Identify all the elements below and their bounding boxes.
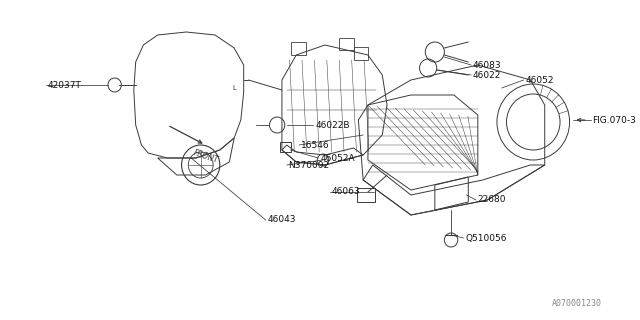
Text: 46052: 46052 bbox=[525, 76, 554, 84]
Text: FIG.070-3: FIG.070-3 bbox=[593, 116, 636, 124]
Text: 46022: 46022 bbox=[473, 70, 501, 79]
Text: N370002: N370002 bbox=[289, 161, 330, 170]
Text: 46052A: 46052A bbox=[320, 154, 355, 163]
Text: Q510056: Q510056 bbox=[465, 234, 507, 243]
Text: 46063: 46063 bbox=[332, 188, 360, 196]
Text: FRONT: FRONT bbox=[192, 148, 220, 164]
Text: A070001230: A070001230 bbox=[552, 299, 602, 308]
Text: 42037T: 42037T bbox=[48, 81, 82, 90]
Text: 16546: 16546 bbox=[301, 140, 330, 149]
Text: 46022B: 46022B bbox=[316, 121, 350, 130]
Text: 22680: 22680 bbox=[478, 196, 506, 204]
Text: 46083: 46083 bbox=[473, 60, 502, 69]
Text: 46043: 46043 bbox=[268, 215, 296, 225]
Text: L: L bbox=[232, 85, 236, 91]
